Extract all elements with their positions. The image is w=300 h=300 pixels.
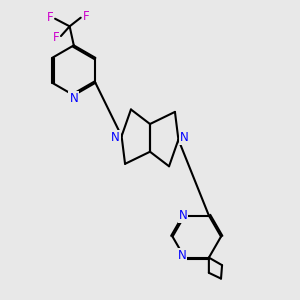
Text: N: N — [178, 249, 186, 262]
Text: F: F — [82, 10, 89, 23]
Text: F: F — [52, 31, 59, 44]
Text: F: F — [46, 11, 53, 24]
Text: N: N — [69, 92, 78, 105]
Text: N: N — [178, 209, 187, 222]
Text: N: N — [111, 131, 120, 144]
Text: N: N — [180, 131, 189, 144]
